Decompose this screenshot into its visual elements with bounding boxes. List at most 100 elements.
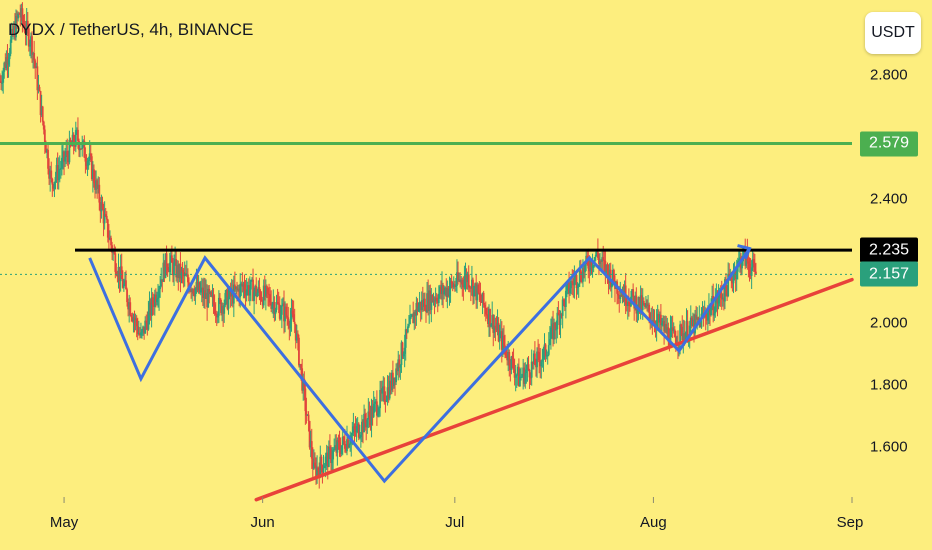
- candle-body: [345, 448, 347, 452]
- candle-body: [694, 314, 696, 334]
- candle-body: [49, 170, 52, 179]
- candle-body: [505, 347, 507, 356]
- candle-body: [153, 294, 156, 307]
- candle-body: [460, 279, 463, 283]
- candle-body: [199, 290, 202, 293]
- candle-body: [720, 294, 723, 300]
- candle-body: [561, 299, 564, 316]
- candle-body: [493, 325, 496, 333]
- candle-body: [620, 295, 623, 297]
- candle-body: [450, 280, 453, 284]
- candle-body: [638, 297, 641, 310]
- candle-body: [364, 413, 367, 423]
- candle-body: [683, 333, 686, 342]
- candle-body: [714, 302, 717, 314]
- candle-body: [390, 372, 393, 391]
- candle-body: [211, 295, 214, 297]
- candle-body: [261, 299, 264, 306]
- candle-body: [296, 333, 299, 338]
- candle-body: [680, 324, 683, 327]
- candle-body: [247, 285, 250, 296]
- candle-body: [496, 322, 499, 330]
- candle-body: [710, 307, 712, 316]
- candle-body: [444, 287, 447, 291]
- candle-body: [425, 310, 427, 312]
- candle-body: [140, 332, 142, 336]
- candle-body: [749, 271, 752, 276]
- candle-body: [619, 295, 622, 299]
- candle-body: [501, 335, 504, 350]
- candle-body: [215, 313, 218, 318]
- candle-body: [138, 332, 141, 336]
- candle-body: [282, 303, 284, 306]
- candle-body: [632, 289, 635, 297]
- candle-body: [87, 159, 90, 162]
- candle-body: [413, 312, 416, 324]
- candle-body: [494, 325, 497, 328]
- candle-body: [479, 293, 482, 300]
- candle-body: [273, 302, 276, 315]
- candle-body: [259, 292, 262, 300]
- candle-body: [662, 320, 664, 324]
- candle-body: [418, 301, 421, 307]
- candle-body: [733, 270, 736, 276]
- candle-body: [742, 248, 744, 262]
- candle-body: [701, 312, 704, 314]
- candle-body: [692, 319, 694, 326]
- candle-body: [287, 317, 290, 325]
- candle-body: [231, 290, 234, 304]
- candle-body: [34, 60, 37, 68]
- candle-body: [27, 28, 30, 47]
- candle-body: [25, 20, 28, 34]
- candle-body: [517, 366, 520, 387]
- candle-body: [717, 297, 720, 304]
- candle-body: [337, 440, 340, 443]
- currency-button[interactable]: USDT: [865, 12, 921, 54]
- candle-body: [411, 314, 414, 317]
- candle-body: [161, 279, 164, 282]
- candle-body: [426, 293, 428, 312]
- candle-body: [332, 450, 335, 460]
- candle-body: [9, 39, 12, 54]
- candle-body: [212, 295, 215, 305]
- candle-body: [193, 293, 196, 297]
- candle-body: [108, 237, 110, 240]
- candle-body: [618, 295, 621, 299]
- candle-body: [491, 315, 494, 325]
- candle-body: [591, 265, 594, 269]
- candle-body: [62, 151, 64, 158]
- candle-body: [196, 282, 199, 291]
- candle-body: [248, 289, 251, 296]
- candle-body: [319, 456, 322, 478]
- candle-body: [555, 329, 558, 331]
- time-tick-label: Sep: [836, 514, 864, 531]
- candle-body: [354, 429, 357, 433]
- candle-body: [375, 401, 378, 416]
- candle-body: [724, 279, 726, 302]
- candle-body: [126, 289, 128, 303]
- candle-body: [666, 327, 669, 333]
- candle-body: [315, 465, 317, 478]
- candle-body: [130, 315, 133, 318]
- candle-body: [527, 364, 530, 370]
- target-price-label: 2.579: [860, 131, 918, 156]
- candle-body: [661, 323, 663, 326]
- candle-body: [118, 266, 121, 282]
- candle-body: [530, 361, 533, 378]
- candle-body: [580, 279, 583, 282]
- candle-body: [338, 442, 341, 450]
- candle-body: [39, 91, 42, 116]
- candle-body: [381, 388, 384, 394]
- candle-body: [327, 446, 330, 467]
- candles: [0, 2, 757, 489]
- candle-body: [713, 313, 716, 316]
- candle-body: [392, 372, 394, 387]
- candle-body: [64, 157, 67, 162]
- candle-body: [472, 279, 474, 297]
- candle-body: [191, 289, 194, 292]
- candle-body: [236, 286, 238, 290]
- candle-body: [548, 339, 551, 346]
- candle-body: [551, 323, 553, 328]
- candle-body: [544, 344, 547, 357]
